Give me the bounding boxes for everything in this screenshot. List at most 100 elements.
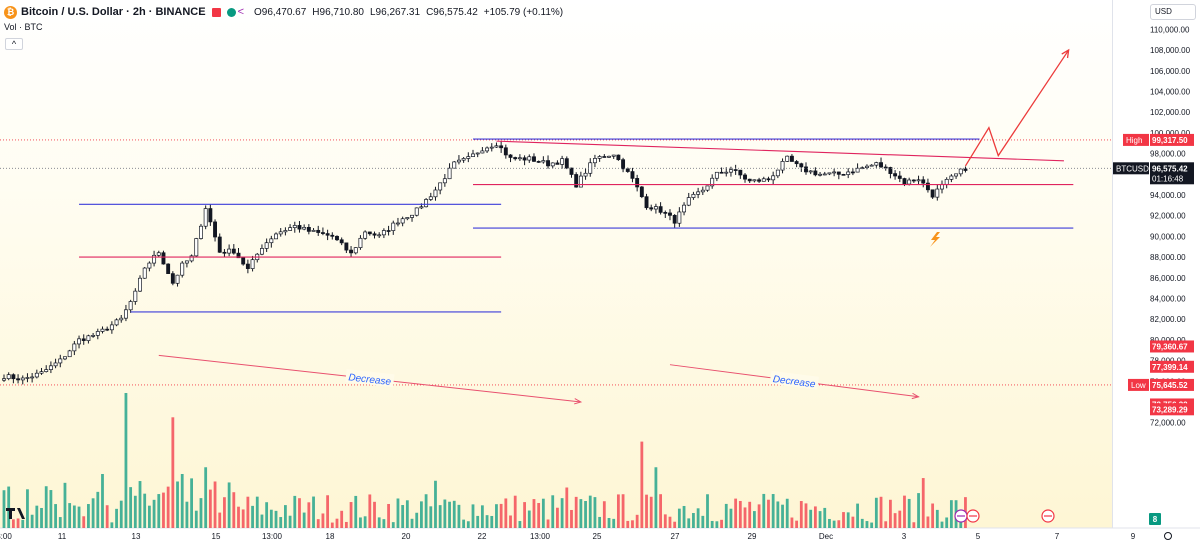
x-axis-tick-label: 13 <box>132 532 141 541</box>
volume-bar <box>537 503 541 528</box>
volume-bar <box>696 508 700 528</box>
volume-bar <box>518 521 522 528</box>
candle-body <box>217 236 222 253</box>
volume-bar <box>776 501 780 528</box>
volume-bar <box>232 492 236 528</box>
price-label-prefix: High <box>1126 136 1142 145</box>
volume-bar <box>884 521 888 528</box>
candle-body <box>363 231 368 239</box>
realtime-badge[interactable] <box>1149 513 1161 525</box>
candle-body <box>405 217 410 220</box>
candle-body <box>452 161 457 169</box>
volume-bar <box>44 486 48 528</box>
volume-bar <box>799 501 803 528</box>
volume-bar <box>907 498 911 528</box>
decrease-arrowhead <box>911 392 920 400</box>
candle-body <box>560 158 565 165</box>
volume-bar <box>307 502 311 528</box>
settings-gear-icon[interactable] <box>1164 532 1172 540</box>
candle-body <box>897 175 902 179</box>
volume-bar <box>757 504 761 528</box>
trendline[interactable] <box>496 140 1064 162</box>
candle-body <box>114 319 119 326</box>
volume-bar <box>16 518 20 528</box>
candle-body <box>916 179 921 182</box>
candle-body <box>649 207 654 210</box>
price-label-value: 79,360.67 <box>1152 342 1188 351</box>
volume-bar <box>68 503 72 528</box>
candle-body <box>325 233 330 236</box>
volume-bar <box>405 500 409 528</box>
volume-bar <box>82 516 86 528</box>
currency-button[interactable]: USD <box>1150 4 1196 20</box>
volume-bar <box>856 503 859 528</box>
candle-body <box>930 189 935 198</box>
market-status-icon[interactable] <box>226 7 236 17</box>
y-axis-tick-label: 90,000.00 <box>1150 232 1186 241</box>
candle-body <box>81 338 86 341</box>
volume-bar <box>115 508 118 528</box>
candle-body <box>222 251 227 254</box>
volume-bar <box>527 510 531 528</box>
candle-body <box>836 171 841 175</box>
volume-bar <box>58 517 62 528</box>
volume-bar <box>49 490 53 528</box>
volume-bar <box>284 505 287 528</box>
volume-bar <box>237 506 240 528</box>
candle-body <box>527 156 532 161</box>
lightning-icon[interactable] <box>930 232 940 247</box>
candle-body <box>241 257 246 265</box>
decrease-annotation-label: Decrease <box>348 372 392 388</box>
candle-body <box>546 160 550 167</box>
collapse-legend-button[interactable]: ^ <box>5 38 23 50</box>
candle-body <box>25 377 30 379</box>
candle-body <box>658 206 663 213</box>
candle-body <box>128 301 133 311</box>
ohlc-low: L96,267.31 <box>370 6 421 18</box>
volume-bar <box>762 493 766 528</box>
volume-legend[interactable]: Vol · BTC <box>4 22 43 32</box>
candle-body <box>330 234 335 237</box>
candle-body <box>822 173 827 176</box>
volume-bar <box>420 501 423 528</box>
volume-bar <box>452 500 456 528</box>
candle-body <box>292 225 297 228</box>
volume-bar <box>565 487 569 528</box>
candle-body <box>569 167 574 175</box>
volume-bar <box>935 509 939 528</box>
price-axis-background <box>1112 0 1200 528</box>
candle-body <box>311 229 316 232</box>
symbol-title[interactable]: Bitcoin / U.S. Dollar · 2h · BINANCE <box>21 6 206 18</box>
candle-body <box>532 156 536 162</box>
flag-icon[interactable] <box>211 7 221 17</box>
volume-bar <box>162 492 165 528</box>
candle-body <box>621 159 626 170</box>
volume-bar <box>523 502 526 528</box>
candle-body <box>508 154 513 158</box>
volume-bar <box>471 504 475 528</box>
volume-bar <box>185 501 189 528</box>
volume-bar <box>668 516 672 528</box>
y-axis-tick-label: 88,000.00 <box>1150 253 1186 262</box>
share-icon[interactable]: < <box>237 6 245 18</box>
volume-bar <box>870 522 874 528</box>
volume-bar <box>260 514 264 528</box>
volume-bar <box>889 499 892 528</box>
candle-body <box>682 204 687 213</box>
y-axis-tick-label: 80,000.00 <box>1150 336 1186 345</box>
volume-bar <box>176 481 179 528</box>
volume-bar <box>495 504 498 528</box>
y-axis-tick-label: 100,000.00 <box>1150 129 1191 138</box>
x-axis-tick-label: 18 <box>326 532 335 541</box>
volume-bar <box>11 519 15 528</box>
volume-bar <box>738 500 742 528</box>
volume-bar <box>710 520 714 528</box>
candle-body <box>424 199 429 208</box>
volume-bar <box>133 495 137 528</box>
candle-body <box>456 159 461 163</box>
projection-arrow[interactable] <box>964 49 1070 167</box>
candle-body <box>161 252 166 265</box>
candle-body <box>597 156 602 159</box>
